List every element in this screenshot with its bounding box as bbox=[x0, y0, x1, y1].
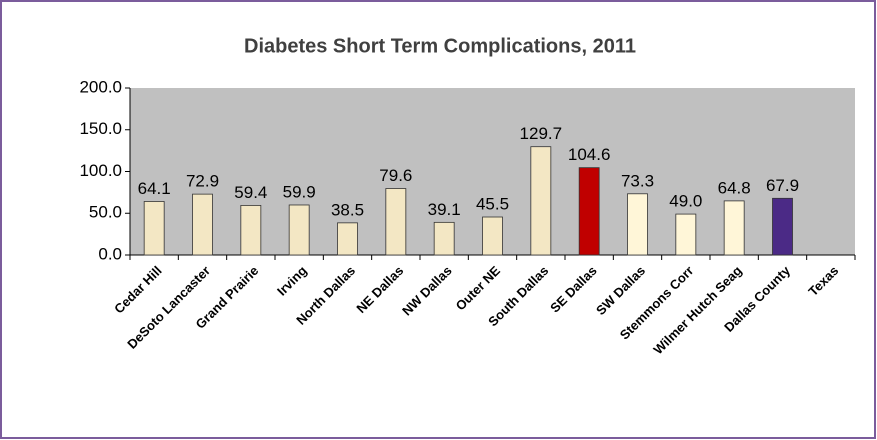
bar bbox=[482, 216, 503, 256]
bar bbox=[337, 222, 358, 256]
bar bbox=[192, 193, 213, 256]
data-label: 39.1 bbox=[428, 200, 461, 219]
data-label: 64.1 bbox=[138, 179, 171, 198]
bar bbox=[385, 188, 407, 256]
bar bbox=[240, 205, 262, 256]
bar bbox=[143, 201, 165, 256]
bar bbox=[288, 204, 310, 256]
data-label: 72.9 bbox=[186, 172, 219, 191]
bar bbox=[433, 221, 455, 256]
data-label: 104.6 bbox=[568, 145, 611, 164]
bar bbox=[578, 167, 600, 256]
data-label: 67.9 bbox=[766, 176, 799, 195]
data-label: 38.5 bbox=[331, 200, 364, 219]
y-tick-label: 200.0 bbox=[79, 77, 122, 96]
data-label: 59.9 bbox=[283, 182, 316, 201]
data-label: 129.7 bbox=[520, 124, 563, 143]
data-label: 64.8 bbox=[718, 178, 751, 197]
data-label: 79.6 bbox=[379, 166, 412, 185]
bar bbox=[530, 146, 552, 256]
data-label: 45.5 bbox=[476, 194, 509, 213]
y-tick-label: 150.0 bbox=[79, 119, 122, 138]
y-tick-label: 50.0 bbox=[89, 203, 122, 222]
bar bbox=[723, 200, 745, 256]
y-tick-label: 0.0 bbox=[98, 244, 122, 263]
bar bbox=[675, 213, 697, 256]
data-label: 59.4 bbox=[234, 183, 267, 202]
y-tick-label: 100.0 bbox=[79, 161, 122, 180]
chart-title: Diabetes Short Term Complications, 2011 bbox=[244, 35, 636, 57]
data-label: 73.3 bbox=[621, 171, 654, 190]
data-label: 49.0 bbox=[669, 192, 702, 211]
bar bbox=[627, 193, 648, 256]
bar bbox=[772, 197, 793, 256]
